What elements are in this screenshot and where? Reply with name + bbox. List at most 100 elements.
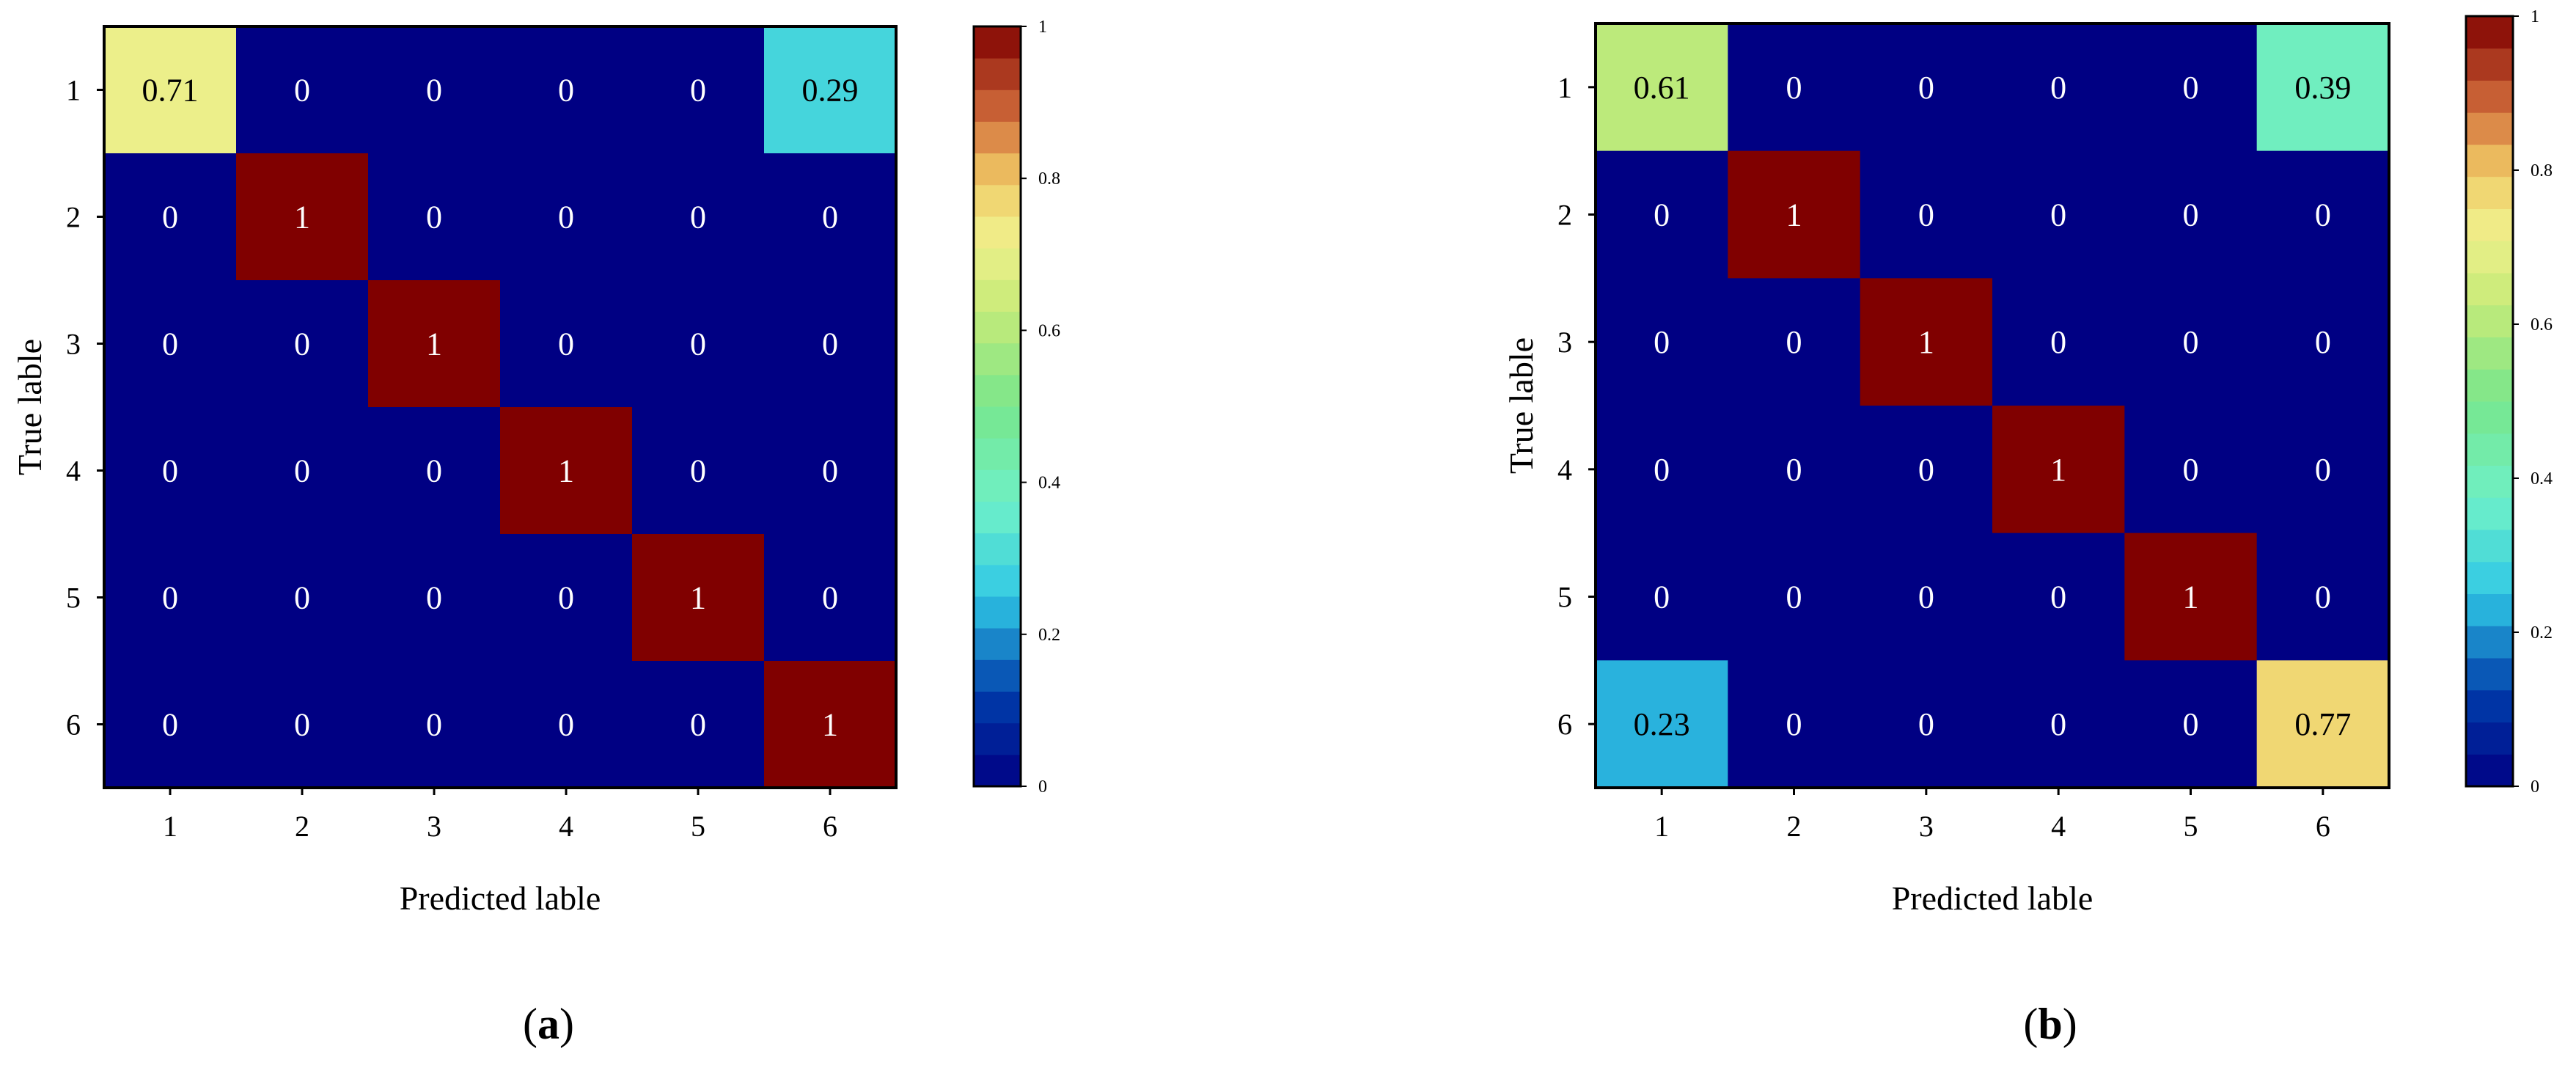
colorbar-tick-label-5: 0.8 — [2531, 161, 2553, 180]
cell-value-r2-c1: 0 — [162, 200, 178, 235]
colorbar-band-24 — [2466, 16, 2513, 49]
colorbar-band-16 — [974, 279, 1021, 312]
cell-r3-c1 — [104, 280, 237, 408]
colorbar-band-16 — [2466, 273, 2513, 306]
cell-value-r4-c3: 0 — [1918, 452, 1934, 488]
colorbar-band-9 — [2466, 497, 2513, 530]
colorbar-tick-label-6: 1 — [2531, 7, 2539, 26]
cell-value-r5-c1: 0 — [162, 580, 178, 616]
colorbar-band-4 — [974, 659, 1021, 692]
colorbar-band-14 — [974, 343, 1021, 376]
cell-r4-c2 — [236, 407, 369, 535]
colorbar-band-22 — [2466, 80, 2513, 113]
cell-value-r6-c6: 1 — [822, 707, 838, 743]
cell-value-r3-c4: 0 — [2050, 324, 2066, 360]
cell-r1-c3 — [368, 26, 501, 154]
colorbar-band-11 — [974, 438, 1021, 470]
colorbar-frame — [972, 25, 1022, 788]
cell-value-r6-c6: 0.77 — [2294, 706, 2351, 742]
cell-value-r6-c4: 0 — [558, 707, 574, 743]
colorbar-band-2 — [974, 722, 1021, 755]
cell-value-r1-c2: 0 — [294, 73, 310, 109]
cell-r2-c3 — [1860, 150, 1993, 279]
x-tick-label-6: 6 — [2316, 810, 2330, 843]
cell-value-r4-c6: 0 — [2315, 452, 2331, 488]
cell-r6-c5 — [2124, 660, 2258, 788]
colorbar-band-1 — [974, 754, 1021, 787]
cell-r6-c1 — [1596, 660, 1728, 788]
cell-value-r1-c6: 0.39 — [2294, 70, 2351, 106]
colorbar-band-21 — [974, 121, 1021, 154]
cell-r5-c6 — [764, 534, 897, 662]
cell-r1-c1 — [104, 26, 237, 154]
cell-r6-c3 — [368, 661, 501, 788]
panel-label: (a) — [523, 1000, 574, 1048]
cell-value-r4-c4: 1 — [2050, 452, 2066, 488]
x-tick-label-3: 3 — [1919, 810, 1934, 843]
cell-r5-c2 — [236, 534, 369, 662]
cell-r5-c3 — [368, 534, 501, 662]
cell-value-r3-c1: 0 — [162, 326, 178, 362]
cell-r3-c6 — [2256, 278, 2390, 406]
cell-r2-c1 — [1596, 150, 1728, 279]
colorbar-band-5 — [2466, 626, 2513, 659]
cell-value-r2-c3: 0 — [426, 200, 442, 235]
cell-value-r2-c5: 0 — [2183, 197, 2199, 233]
cell-value-r2-c1: 0 — [1654, 197, 1670, 233]
cell-r6-c2 — [236, 661, 369, 788]
colorbar-band-7 — [2466, 561, 2513, 594]
cell-r1-c1 — [1596, 23, 1728, 152]
colorbar-band-10 — [974, 469, 1021, 502]
colorbar-band-20 — [2466, 144, 2513, 178]
cell-value-r1-c1: 0.71 — [142, 73, 199, 109]
cell-value-r3-c2: 0 — [1786, 324, 1802, 360]
cell-r2-c2 — [1728, 150, 1861, 279]
cell-value-r1-c4: 0 — [2050, 70, 2066, 106]
cell-r4-c5 — [632, 407, 765, 535]
cell-r2-c4 — [1992, 150, 2125, 279]
y-tick-label-5: 5 — [66, 582, 81, 615]
cell-value-r1-c6: 0.29 — [802, 73, 859, 109]
cell-r3-c4 — [1992, 278, 2125, 406]
cell-value-r3-c6: 0 — [822, 326, 838, 362]
cell-value-r6-c2: 0 — [294, 707, 310, 743]
cell-r2-c6 — [2256, 150, 2390, 279]
cell-value-r2-c6: 0 — [822, 200, 838, 235]
cell-r1-c4 — [1992, 23, 2125, 152]
cell-value-r4-c3: 0 — [426, 453, 442, 489]
cell-value-r6-c1: 0.23 — [1634, 706, 1690, 742]
cell-r6-c5 — [632, 661, 765, 788]
y-axis-label: True lable — [1502, 337, 1540, 474]
cell-value-r5-c4: 0 — [558, 580, 574, 616]
cell-value-r2-c2: 1 — [294, 200, 310, 235]
cell-value-r6-c2: 0 — [1786, 706, 1802, 742]
x-tick-label-3: 3 — [427, 810, 441, 843]
cell-value-r6-c4: 0 — [2050, 706, 2066, 742]
cell-r5-c5 — [2124, 532, 2258, 661]
cell-r6-c4 — [1992, 660, 2125, 788]
cell-value-r4-c2: 0 — [1786, 452, 1802, 488]
colorbar-band-7 — [974, 564, 1021, 597]
y-tick-label-1: 1 — [1557, 71, 1572, 104]
y-tick-label-4: 4 — [66, 455, 81, 488]
cell-r1-c5 — [2124, 23, 2258, 152]
colorbar-band-23 — [974, 58, 1021, 90]
colorbar-band-18 — [2466, 208, 2513, 241]
cell-value-r3-c6: 0 — [2315, 324, 2331, 360]
x-tick-label-4: 4 — [2051, 810, 2066, 843]
cell-r4-c6 — [764, 407, 897, 535]
cell-value-r2-c5: 0 — [690, 200, 706, 235]
panel-1: 0.71 0 0 0 0 0.29 0 1 0 0 0 0 0 0 1 0 0 0 0 0 0 1 0 0 0 0 0 0 1 0 0 0 0 0… — [11, 18, 1060, 1048]
colorbar-band-9 — [974, 501, 1021, 534]
panel-label: (b) — [2023, 1000, 2077, 1048]
y-tick-label-2: 2 — [66, 201, 81, 234]
cell-value-r4-c5: 0 — [2183, 452, 2199, 488]
cell-value-r4-c1: 0 — [162, 453, 178, 489]
cell-value-r3-c3: 1 — [1918, 324, 1934, 360]
y-tick-label-3: 3 — [1557, 326, 1572, 359]
cell-value-r5-c2: 0 — [294, 580, 310, 616]
cell-value-r1-c5: 0 — [2183, 70, 2199, 106]
cell-r1-c2 — [1728, 23, 1861, 152]
cell-r4-c1 — [104, 407, 237, 535]
x-tick-label-1: 1 — [1654, 810, 1669, 843]
